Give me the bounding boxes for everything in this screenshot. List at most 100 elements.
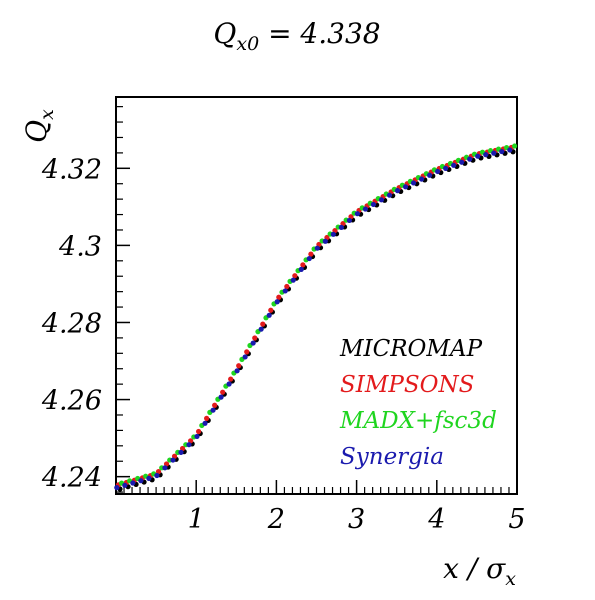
- data-point-synergia: [410, 180, 417, 186]
- data-point-synergia: [418, 176, 425, 182]
- data-point-synergia: [370, 201, 377, 208]
- data-point-simpsons: [300, 262, 306, 268]
- data-point-synergia: [483, 152, 489, 158]
- data-point-synergia: [426, 172, 433, 178]
- x-tick-label: 4: [427, 504, 445, 535]
- data-point-simpsons: [260, 321, 266, 327]
- data-point-synergia: [306, 255, 312, 262]
- data-point-simpsons: [244, 349, 250, 355]
- data-point-synergia: [394, 188, 401, 194]
- data-point-synergia: [202, 420, 208, 426]
- data-point-synergia: [250, 340, 256, 346]
- y-axis-label-sub: x: [36, 109, 58, 120]
- data-point-synergia: [282, 288, 288, 294]
- data-point-synergia: [338, 224, 344, 230]
- data-point-synergia: [298, 266, 304, 272]
- data-point-synergia: [467, 156, 473, 162]
- points-layer: [114, 143, 518, 492]
- data-point-synergia: [258, 326, 264, 332]
- data-point-simpsons: [268, 307, 274, 313]
- data-point-simpsons: [252, 335, 258, 341]
- data-point-synergia: [354, 211, 361, 217]
- data-point-simpsons: [220, 389, 226, 395]
- data-point-synergia: [242, 354, 248, 360]
- legend-entry-synergia: Synergia: [340, 444, 444, 470]
- chart-title-rest: = 4.338: [259, 17, 380, 50]
- data-point-synergia: [226, 381, 232, 387]
- chart-title: Qx0 = 4.338: [213, 17, 380, 55]
- data-point-synergia: [386, 192, 393, 198]
- series-micromap: [117, 149, 516, 492]
- data-point-synergia: [507, 147, 513, 153]
- data-point-simpsons: [276, 294, 282, 300]
- data-point-synergia: [194, 433, 200, 440]
- chart-title-main: Q: [213, 17, 236, 50]
- data-point-synergia: [459, 159, 465, 165]
- x-tick-label: 5: [508, 504, 525, 535]
- data-point-simpsons: [212, 402, 218, 408]
- data-point-simpsons: [284, 283, 290, 290]
- data-point-synergia: [499, 148, 505, 155]
- data-point-simpsons: [204, 415, 210, 421]
- x-tick-label: 2: [267, 504, 285, 535]
- x-tick-label: 3: [348, 504, 365, 535]
- data-point-synergia: [170, 457, 176, 463]
- data-point-synergia: [146, 475, 152, 481]
- y-tick-label: 4.3: [58, 231, 102, 262]
- y-axis-label-main: Q: [20, 120, 53, 143]
- data-point-synergia: [178, 449, 184, 455]
- data-point-synergia: [402, 184, 409, 190]
- y-tick-label: 4.28: [41, 308, 102, 339]
- data-point-simpsons: [292, 273, 298, 279]
- data-point-synergia: [330, 231, 336, 237]
- data-point-synergia: [475, 153, 481, 159]
- data-point-synergia: [130, 480, 136, 486]
- chart-title-sub: x0: [236, 33, 259, 55]
- data-point-simpsons: [196, 428, 202, 435]
- svg-text:Qx: Qx: [20, 109, 58, 143]
- data-point-synergia: [435, 168, 441, 175]
- data-point-synergia: [266, 312, 272, 318]
- series-simpsons: [115, 144, 514, 488]
- data-point-synergia: [122, 482, 128, 488]
- data-point-synergia: [162, 465, 168, 471]
- series-synergia: [114, 147, 513, 491]
- legend-entry-micromap: MICROMAP: [339, 336, 483, 362]
- data-point-synergia: [491, 150, 497, 156]
- y-tick-label: 4.24: [41, 463, 102, 494]
- x-axis-label: x / σx: [443, 552, 516, 590]
- legend-entry-madx-fsc3d: MADX+fsc3d: [339, 408, 497, 434]
- y-tick-label: 4.32: [41, 154, 102, 185]
- x-axis-label-sub: x: [505, 568, 516, 590]
- legend-entry-simpsons: SIMPSONS: [340, 372, 474, 398]
- data-point-synergia: [443, 165, 449, 171]
- data-point-synergia: [362, 206, 369, 212]
- data-point-synergia: [378, 197, 385, 203]
- data-point-synergia: [154, 472, 160, 479]
- data-point-simpsons: [236, 363, 242, 369]
- data-point-synergia: [186, 442, 192, 448]
- data-point-synergia: [274, 299, 280, 305]
- data-point-synergia: [451, 162, 457, 168]
- data-point-synergia: [218, 394, 224, 400]
- data-point-synergia: [138, 478, 144, 484]
- y-axis-label: Qx: [20, 109, 58, 143]
- x-axis-label-main: x / σ: [443, 552, 506, 585]
- data-point-simpsons: [228, 376, 234, 382]
- legend: MICROMAP SIMPSONS MADX+fsc3d Synergia: [339, 336, 497, 470]
- data-point-synergia: [314, 245, 320, 251]
- data-point-synergia: [234, 368, 240, 374]
- data-point-madx-fsc3d: [511, 143, 518, 149]
- y-tick-label: 4.26: [41, 386, 102, 417]
- data-point-synergia: [114, 485, 120, 491]
- x-tick-label: 1: [188, 504, 205, 535]
- data-point-synergia: [210, 407, 216, 413]
- data-point-synergia: [346, 217, 352, 224]
- data-point-simpsons: [308, 251, 314, 257]
- series-madx-fsc3d: [119, 143, 518, 486]
- data-point-synergia: [322, 238, 328, 244]
- ticks-layer: 1 2 3 4 5 4.24 4.26 4.28 4.3 4.32: [41, 106, 526, 535]
- data-point-synergia: [290, 277, 296, 283]
